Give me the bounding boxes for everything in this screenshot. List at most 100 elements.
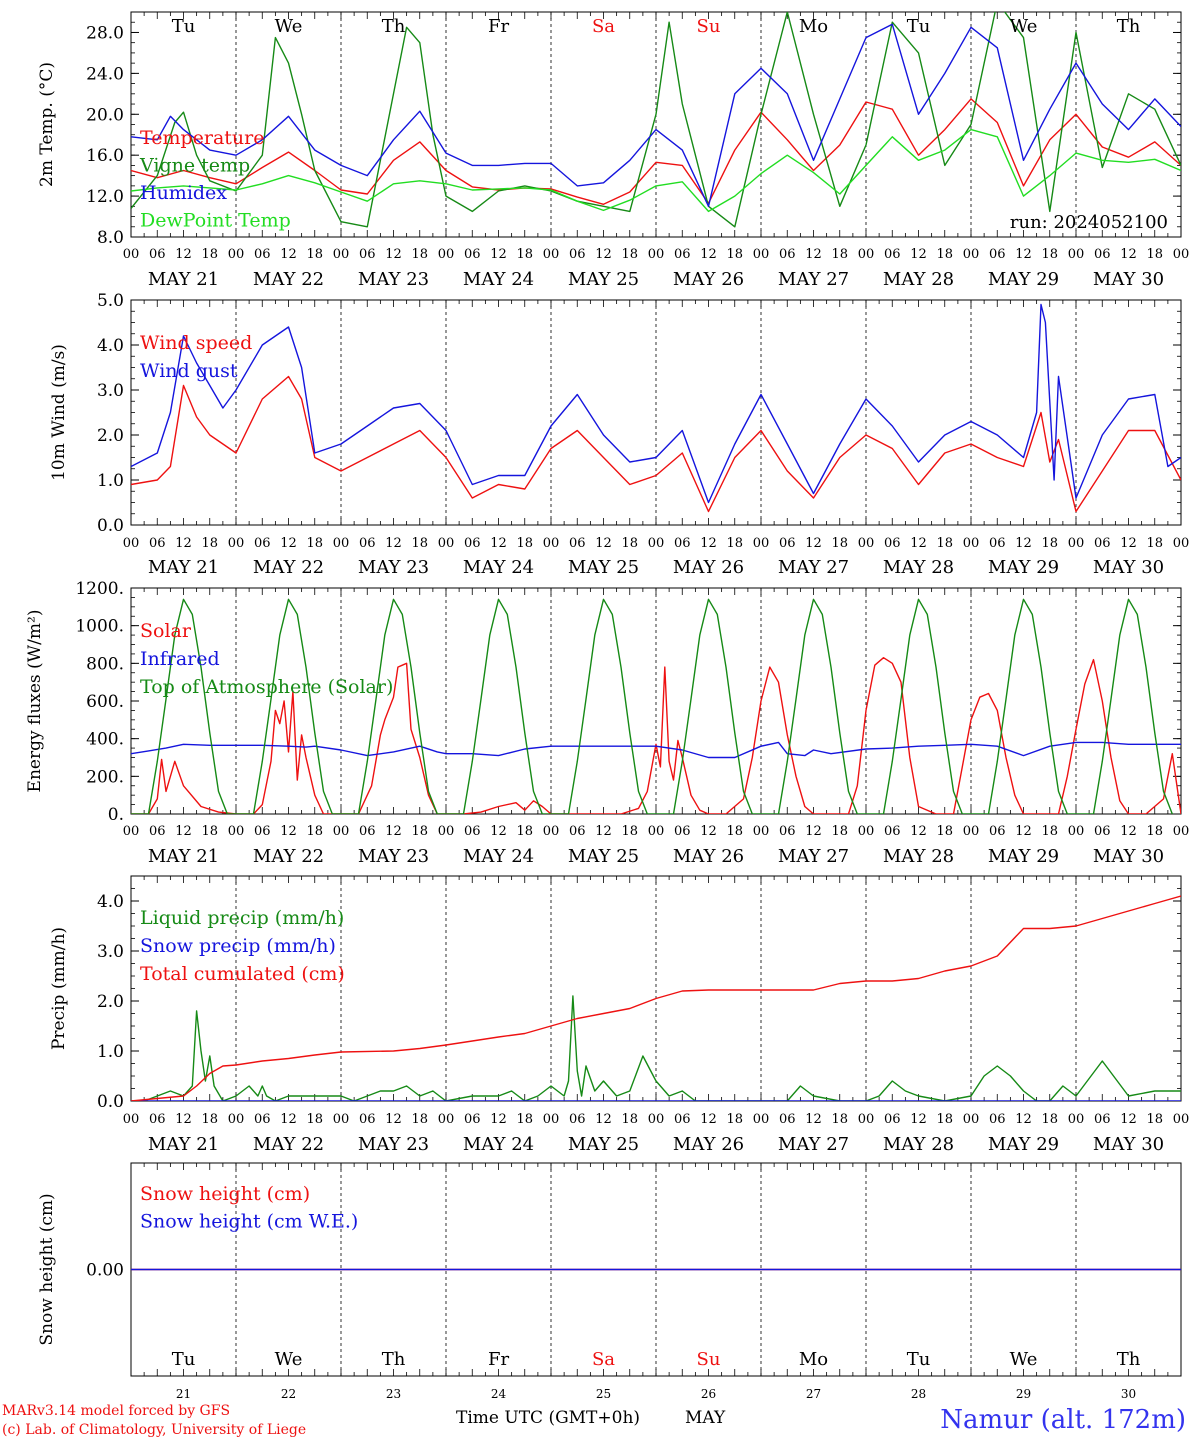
date-label: MAY 21 [148,557,219,578]
date-label: MAY 23 [358,1134,429,1155]
y-tick-label: 3.0 [97,381,124,401]
date-label: MAY 27 [778,846,849,867]
y-tick-label: 200. [86,767,124,787]
hour-tick-label: 06 [359,536,376,551]
hour-tick-label: 00 [438,1112,455,1127]
hour-tick-label: 00 [438,247,455,262]
date-label: MAY 22 [253,846,324,867]
date-label: MAY 22 [253,269,324,290]
y-tick-label: 3.0 [97,942,124,962]
hour-tick-label: 12 [595,1112,612,1127]
hour-tick-label: 00 [648,536,665,551]
hour-tick-label: 06 [674,1112,691,1127]
hour-tick-label: 18 [201,1112,218,1127]
hour-tick-label: 06 [254,824,271,839]
hour-tick-label: 18 [831,824,848,839]
date-label: MAY 25 [568,269,639,290]
hour-tick-label: 12 [805,1112,822,1127]
legend-liquid-precip-mm-h: Liquid precip (mm/h) [140,907,344,929]
series-line-wind-gust [131,303,1181,504]
weekday-bottom-label: Su [697,1349,721,1370]
date-label: MAY 28 [883,557,954,578]
hour-tick-label: 00 [228,536,245,551]
hour-tick-label: 18 [1146,536,1163,551]
hour-tick-label: 18 [621,1112,638,1127]
hour-tick-label: 18 [201,247,218,262]
date-label: MAY 28 [883,269,954,290]
weekday-bottom-label: We [275,1349,303,1370]
date-label: MAY 25 [568,557,639,578]
legend-humidex: Humidex [140,182,227,204]
panel-frame [130,11,1182,238]
hour-tick-label: 18 [201,536,218,551]
hour-tick-label: 00 [123,247,140,262]
hour-tick-label: 00 [753,536,770,551]
hour-tick-label: 00 [963,536,980,551]
hour-tick-label: 12 [1120,536,1137,551]
date-label: MAY 24 [463,269,534,290]
date-label: MAY 29 [988,846,1059,867]
hour-tick-label: 00 [1173,1112,1190,1127]
date-label: MAY 27 [778,1134,849,1155]
hour-tick-label: 00 [228,1112,245,1127]
date-label: MAY 23 [358,269,429,290]
hour-tick-label: 18 [726,824,743,839]
run-annotation: run: 2024052100 [1010,212,1168,233]
hour-tick-label: 18 [1146,247,1163,262]
y-tick-label: 28.0 [86,23,124,43]
hour-tick-label: 12 [1015,824,1032,839]
hour-tick-label: 18 [726,536,743,551]
hour-tick-label: 12 [175,536,192,551]
y-tick-label: 1200. [75,579,124,599]
hour-tick-label: 06 [359,824,376,839]
hour-tick-label: 00 [753,824,770,839]
hour-tick-label: 12 [280,824,297,839]
hour-tick-label: 00 [858,824,875,839]
hour-tick-label: 18 [201,824,218,839]
series-group [131,598,1181,814]
weekday-bottom-label: Tu [907,1349,931,1370]
weekday-top-label: Fr [488,16,509,37]
hour-tick-label: 12 [595,536,612,551]
hour-tick-label: 12 [700,247,717,262]
date-label: MAY 30 [1093,269,1164,290]
hour-tick-label: 06 [779,1112,796,1127]
hour-tick-label: 18 [1041,824,1058,839]
date-label: MAY 23 [358,557,429,578]
legend-snow-precip-mm-h: Snow precip (mm/h) [140,935,336,957]
hour-tick-label: 18 [831,536,848,551]
y-tick-label: 16.0 [86,146,124,166]
hour-tick-label: 18 [1041,1112,1058,1127]
legend-solar: Solar [140,620,192,642]
date-label: MAY 28 [883,1134,954,1155]
legend-top-of-atmosphere-solar: Top of Atmosphere (Solar) [140,676,393,698]
hour-tick-label: 12 [385,536,402,551]
hour-tick-label: 06 [779,824,796,839]
date-label: MAY 22 [253,557,324,578]
y-tick-label: 1.0 [97,1042,124,1062]
day-number-label: 28 [911,1387,926,1401]
hour-tick-label: 06 [884,824,901,839]
hour-tick-label: 06 [569,824,586,839]
panel-1: 8.0 12.0 16.0 20.0 24.0 28.0 2m Temp. (°C) Temp… [37,11,1189,290]
hour-tick-label: 00 [123,824,140,839]
panel-frame [130,299,1182,526]
hour-tick-label: 18 [936,1112,953,1127]
weekday-top-label: Mo [799,16,828,37]
hour-tick-label: 18 [831,247,848,262]
series-line-dewpoint-temp [131,128,1181,213]
hour-tick-label: 00 [858,536,875,551]
date-label: MAY 29 [988,557,1059,578]
hour-tick-label: 06 [779,247,796,262]
panel-3: 0. 200. 400. 600. 800. 1000. 1200. Energy fluxe… [25,579,1189,867]
day-number-label: 26 [701,1387,716,1401]
hour-tick-label: 12 [280,247,297,262]
hour-tick-label: 06 [464,536,481,551]
hour-tick-label: 06 [464,1112,481,1127]
hour-tick-label: 18 [936,247,953,262]
hour-tick-label: 00 [123,536,140,551]
date-label: MAY 30 [1093,846,1164,867]
weekday-top-label: Th [1117,16,1141,37]
y-tick-label: 2.0 [97,426,124,446]
weekday-top-label: Tu [172,16,196,37]
